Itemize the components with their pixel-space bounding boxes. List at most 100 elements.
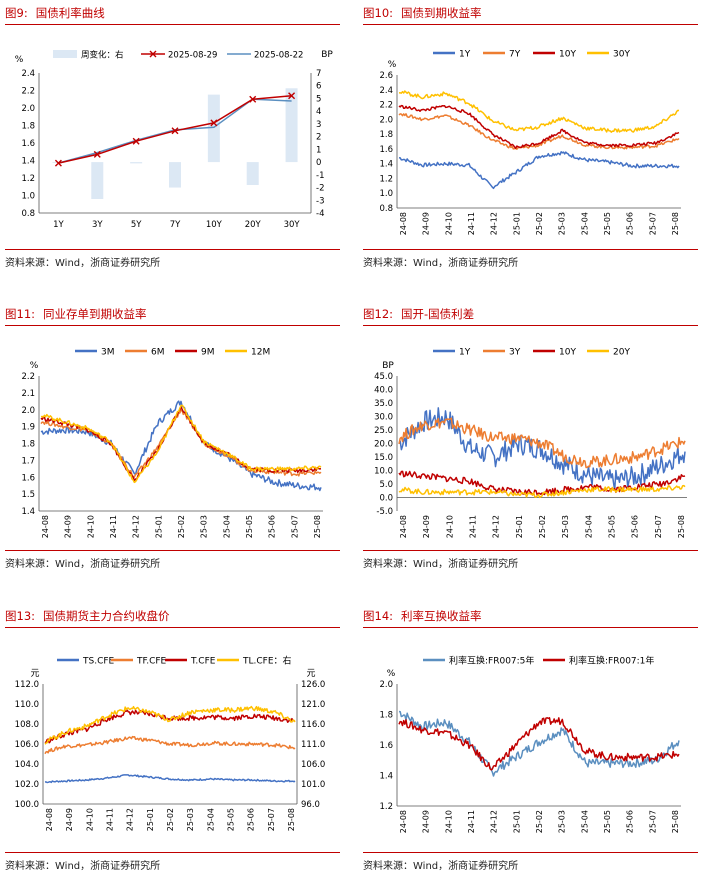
- legend-label: 利率互换:FR007:1年: [569, 655, 654, 667]
- x-tick-label: 24-11: [106, 808, 115, 831]
- y-tick-label: 106.0: [15, 740, 39, 750]
- x-tick-label: 25-03: [558, 212, 567, 235]
- bar: [246, 162, 259, 185]
- y-axis-unit: %: [15, 55, 24, 65]
- y-axis-unit: %: [387, 669, 396, 679]
- x-tick-label: 25-02: [535, 810, 544, 833]
- series-line: [40, 400, 322, 492]
- x-tick-label: 25-01: [512, 810, 521, 833]
- series-line: [398, 417, 686, 469]
- x-tick-label: 24-12: [490, 212, 499, 235]
- y-tick-label: 2.2: [379, 101, 393, 111]
- panel-fig11: 图11: 同业存单到期收益率 % 3M 6M 9M 12M 1.4 1.5 1.6 1.7 1.8 1…: [5, 306, 340, 570]
- x-tick-label: 24-11: [467, 212, 476, 235]
- chart-svg: % 利率互换:FR007:5年 利率互换:FR007:1年 1.2 1.4 1.6 1.8 2…: [379, 655, 681, 833]
- y2-tick-label: 3: [316, 120, 321, 130]
- series-line: [398, 717, 680, 771]
- x-tick-label: 25-03: [561, 515, 570, 538]
- title-rule: [363, 627, 698, 628]
- x-tick-label: 25-04: [580, 212, 589, 235]
- y-axis-unit: %: [30, 361, 39, 371]
- x-tick-label: 30Y: [284, 220, 301, 230]
- legend-label: 2025-08-29: [168, 51, 217, 61]
- data-point: [54, 159, 62, 167]
- y2-tick-label: 0: [316, 158, 321, 168]
- y2-axis-unit: BP: [321, 50, 333, 60]
- legend-label: 7Y: [509, 50, 521, 60]
- y2-tick-label: 111.0: [301, 740, 325, 750]
- chart-svg: % 3M 6M 9M 12M 1.4 1.5 1.6 1.7 1.8 1.9 2.0 2.1 2.2 24-…: [21, 348, 323, 538]
- legend-swatch: [53, 50, 77, 58]
- source-rule: [363, 852, 698, 853]
- y2-tick-label: 106.0: [301, 760, 325, 770]
- x-tick-label: 25-07: [654, 515, 663, 538]
- series-line: [398, 113, 680, 150]
- data-point: [132, 137, 140, 145]
- y2-tick-label: -1: [316, 171, 324, 181]
- bar: [91, 162, 104, 199]
- y-tick-label: 1.7: [21, 456, 35, 466]
- figure-title: 图11: 同业存单到期收益率: [5, 307, 147, 321]
- legend-label: 利率互换:FR007:5年: [449, 655, 534, 667]
- x-tick-label: 24-08: [399, 515, 408, 538]
- legend-label: T.CFE: [190, 657, 216, 667]
- x-tick-label: 25-05: [603, 212, 612, 235]
- series-line: [398, 470, 686, 496]
- title-rule: [5, 627, 340, 628]
- x-tick-label: 25-02: [166, 808, 175, 831]
- x-tick-label: 25-08: [313, 515, 322, 538]
- y-tick-label: 1.6: [379, 741, 393, 751]
- y2-tick-label: -3: [316, 196, 324, 206]
- x-tick-label: 10Y: [206, 220, 223, 230]
- title-rule: [5, 24, 340, 25]
- x-tick-label: 24-12: [126, 808, 135, 831]
- panel-fig10: 图10: 国债到期收益率 % 1Y 7Y 10Y 30Y 0.8 1.0 1.2 1.4 1.6 1.…: [363, 5, 698, 269]
- y-tick-label: 1.2: [21, 174, 35, 184]
- y2-tick-label: 7: [316, 69, 321, 79]
- x-tick-label: 24-10: [85, 808, 94, 831]
- data-point: [288, 92, 296, 100]
- x-tick-label: 24-11: [469, 515, 478, 538]
- y-tick-label: 20.0: [374, 440, 393, 450]
- source-rule: [363, 249, 698, 250]
- legend-label: 1Y: [459, 348, 471, 358]
- series-line: [44, 705, 296, 745]
- y2-tick-label: 6: [316, 82, 321, 92]
- y-tick-label: 1.2: [379, 802, 393, 812]
- source-note: 资料来源：Wind，浙商证券研究所: [5, 258, 161, 269]
- legend-marker: [149, 50, 157, 58]
- y2-tick-label: 4: [316, 107, 321, 117]
- source-rule: [5, 852, 340, 853]
- series-line: [398, 484, 686, 499]
- y2-tick-label: 5: [316, 94, 321, 104]
- x-tick-label: 25-08: [677, 515, 686, 538]
- x-tick-label: 25-03: [186, 808, 195, 831]
- y-tick-label: -5.0: [376, 507, 393, 517]
- legend-label: 9M: [201, 348, 215, 358]
- y-tick-label: 1.4: [21, 507, 35, 517]
- chart-svg: BP 1Y 3Y 10Y 20Y -5.0 0.0 5.0 10.0 15.0 20.0 25.0 30…: [374, 348, 687, 538]
- data-point: [210, 119, 218, 127]
- figure-title: 图12: 国开-国债利差: [363, 307, 475, 321]
- legend-label: TS.CFE: [82, 657, 115, 667]
- x-tick-label: 24-09: [65, 808, 74, 831]
- y2-tick-label: 2: [316, 133, 321, 143]
- x-tick-label: 25-08: [287, 808, 296, 831]
- x-tick-label: 25-06: [268, 515, 277, 538]
- bar: [285, 88, 298, 163]
- figure-title: 图9: 国债利率曲线: [5, 6, 105, 20]
- y2-tick-label: -2: [316, 184, 324, 194]
- y-tick-label: 108.0: [15, 720, 39, 730]
- panel-fig9: 图9: 国债利率曲线 % BP 周变化：右 2025-08-29 2025-08-22 0.…: [5, 5, 340, 269]
- bar: [169, 162, 181, 188]
- x-tick-label: 25-06: [247, 808, 256, 831]
- y-tick-label: 110.0: [15, 700, 39, 710]
- y2-tick-label: -4: [316, 209, 324, 219]
- x-tick-label: 25-05: [245, 515, 254, 538]
- y-tick-label: 1.8: [379, 130, 393, 140]
- y-tick-label: 0.8: [379, 204, 393, 214]
- y-tick-label: 1.4: [379, 772, 393, 782]
- x-tick-label: 24-10: [444, 810, 453, 833]
- y-tick-label: 2.6: [379, 71, 393, 81]
- y-tick-label: 1.8: [379, 711, 393, 721]
